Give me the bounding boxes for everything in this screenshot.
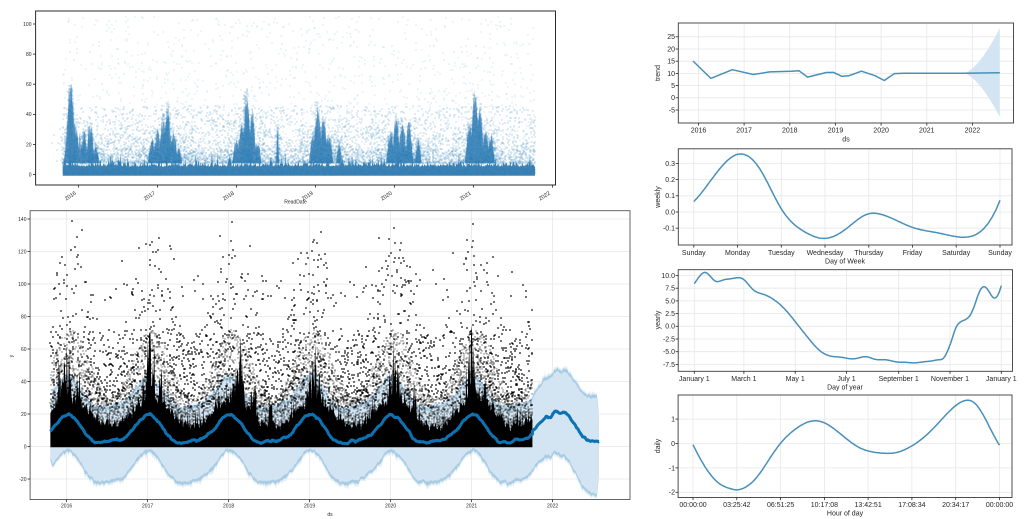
svg-text:2022: 2022: [965, 128, 981, 135]
svg-text:1: 1: [671, 417, 675, 424]
svg-text:-5.0: -5.0: [663, 349, 675, 356]
svg-text:ds: ds: [327, 512, 333, 518]
svg-text:September 1: September 1: [879, 376, 919, 383]
svg-text:2018: 2018: [222, 191, 236, 203]
svg-text:0.1: 0.1: [665, 193, 675, 200]
svg-text:00:00:00: 00:00:00: [986, 502, 1013, 509]
svg-text:Saturday: Saturday: [942, 250, 971, 257]
svg-text:10:17:08: 10:17:08: [811, 502, 838, 509]
svg-text:100: 100: [18, 282, 27, 288]
svg-text:80: 80: [21, 314, 27, 320]
svg-text:40: 40: [21, 379, 27, 385]
svg-text:10: 10: [667, 71, 675, 78]
svg-text:5: 5: [671, 83, 675, 90]
svg-text:2021: 2021: [919, 128, 935, 135]
svg-text:Thursday: Thursday: [854, 250, 884, 257]
svg-text:weekly: weekly: [655, 186, 662, 209]
svg-text:2017: 2017: [736, 128, 752, 135]
svg-text:03:25:42: 03:25:42: [723, 502, 750, 509]
svg-text:0: 0: [24, 444, 27, 450]
svg-text:-7.5: -7.5: [663, 362, 675, 369]
svg-text:2016: 2016: [691, 128, 707, 135]
svg-text:5.0: 5.0: [665, 298, 675, 305]
svg-text:20:34:17: 20:34:17: [942, 502, 969, 509]
svg-text:0.0: 0.0: [665, 209, 675, 216]
svg-text:17:08:34: 17:08:34: [898, 502, 925, 509]
svg-text:2018: 2018: [782, 128, 798, 135]
svg-text:2022: 2022: [538, 191, 552, 203]
svg-text:13:42:51: 13:42:51: [854, 502, 881, 509]
svg-text:November 1: November 1: [931, 376, 969, 383]
svg-text:2.5: 2.5: [665, 311, 675, 318]
svg-text:Day of year: Day of year: [827, 385, 863, 392]
svg-text:2017: 2017: [143, 191, 157, 203]
svg-text:ReadDate: ReadDate: [284, 200, 307, 206]
svg-text:10.0: 10.0: [661, 273, 675, 280]
svg-text:Sunday: Sunday: [682, 250, 706, 257]
svg-text:40: 40: [26, 112, 32, 118]
svg-text:2020: 2020: [873, 128, 889, 135]
svg-text:0.3: 0.3: [665, 161, 675, 168]
svg-text:20: 20: [26, 142, 32, 148]
svg-text:January 1: January 1: [679, 376, 710, 383]
svg-text:-5: -5: [669, 107, 675, 114]
svg-text:120: 120: [18, 249, 27, 255]
svg-text:15: 15: [667, 59, 675, 66]
svg-text:yearly: yearly: [655, 310, 662, 329]
svg-text:00:00:00: 00:00:00: [679, 502, 706, 509]
svg-text:100: 100: [23, 22, 32, 28]
svg-text:2019: 2019: [301, 191, 315, 203]
svg-text:-0.1: -0.1: [663, 226, 675, 233]
svg-text:2021: 2021: [466, 504, 477, 510]
svg-text:0: 0: [671, 441, 675, 448]
svg-text:Friday: Friday: [903, 250, 923, 257]
svg-text:25: 25: [667, 34, 675, 41]
svg-text:0.2: 0.2: [665, 177, 675, 184]
svg-text:Tuesday: Tuesday: [768, 250, 795, 257]
svg-text:-20: -20: [19, 477, 26, 483]
svg-text:March 1: March 1: [731, 376, 756, 383]
svg-text:May 1: May 1: [786, 376, 805, 383]
svg-text:06:51:25: 06:51:25: [767, 502, 794, 509]
svg-text:daily: daily: [655, 438, 662, 453]
svg-text:2016: 2016: [64, 191, 78, 203]
svg-text:January 1: January 1: [986, 376, 1017, 383]
svg-text:2020: 2020: [385, 504, 396, 510]
svg-text:Hour of day: Hour of day: [827, 511, 864, 518]
svg-text:2018: 2018: [223, 504, 234, 510]
svg-text:60: 60: [26, 82, 32, 88]
svg-text:-2.5: -2.5: [663, 336, 675, 343]
svg-text:2019: 2019: [828, 128, 844, 135]
svg-text:60: 60: [21, 347, 27, 353]
svg-text:2016: 2016: [61, 504, 72, 510]
svg-text:0: 0: [29, 172, 32, 178]
svg-text:trend: trend: [655, 65, 662, 81]
svg-text:Sunday: Sunday: [988, 250, 1012, 257]
svg-text:-2: -2: [669, 490, 675, 497]
svg-text:80: 80: [26, 52, 32, 58]
svg-text:2022: 2022: [547, 504, 558, 510]
svg-text:2017: 2017: [142, 504, 153, 510]
svg-text:Day of Week: Day of Week: [825, 259, 865, 266]
svg-text:July 1: July 1: [837, 376, 855, 383]
svg-text:ds: ds: [842, 137, 850, 144]
svg-text:Monday: Monday: [725, 250, 750, 257]
svg-text:20: 20: [667, 46, 675, 53]
svg-text:20: 20: [21, 412, 27, 418]
svg-text:2021: 2021: [459, 191, 473, 203]
svg-text:2020: 2020: [380, 191, 394, 203]
svg-text:y: y: [9, 354, 15, 357]
svg-text:2019: 2019: [304, 504, 315, 510]
svg-text:Wednesday: Wednesday: [807, 250, 844, 257]
svg-text:140: 140: [18, 217, 27, 223]
svg-text:-1: -1: [669, 465, 675, 472]
svg-text:7.5: 7.5: [665, 286, 675, 293]
svg-text:0.0: 0.0: [665, 324, 675, 331]
svg-text:0: 0: [671, 95, 675, 102]
